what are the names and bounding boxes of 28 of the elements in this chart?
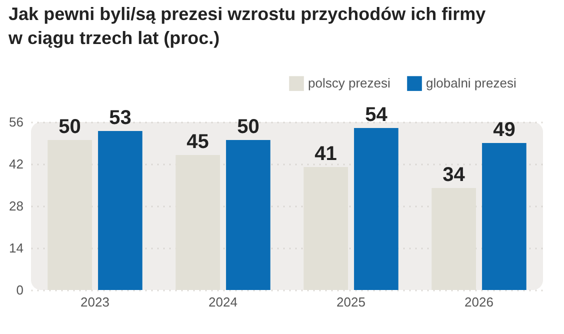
data-label: 50 [58,116,81,138]
y-tick-label: 14 [9,240,24,256]
data-label: 54 [365,104,388,126]
x-tick-label: 2025 [336,294,366,310]
y-tick-label: 42 [9,156,24,172]
legend-label: polscy prezesi [308,76,390,91]
y-tick-label: 56 [9,114,24,130]
bar [48,140,92,290]
bar [98,131,142,290]
legend-label: globalni prezesi [426,76,516,91]
bar [226,140,270,290]
bar [304,167,348,290]
y-tick-label: 28 [9,198,24,214]
chart-title: Jak pewni byli/są prezesi wzrostu przychodów ich firmy w ciągu trzech lat (proc.) [8,4,486,48]
y-tick-label: 0 [16,282,24,298]
data-label: 49 [493,119,516,141]
x-tick-label: 2026 [464,294,494,310]
x-tick-label: 2024 [208,294,238,310]
data-label: 50 [237,116,260,138]
bar [432,188,476,290]
data-label: 45 [186,131,209,153]
data-label: 41 [314,143,337,165]
x-tick-label: 2023 [80,294,110,310]
data-label: 53 [109,107,132,129]
bar [176,155,220,290]
bar [354,128,398,290]
data-label: 34 [442,164,466,186]
bar [482,143,526,290]
